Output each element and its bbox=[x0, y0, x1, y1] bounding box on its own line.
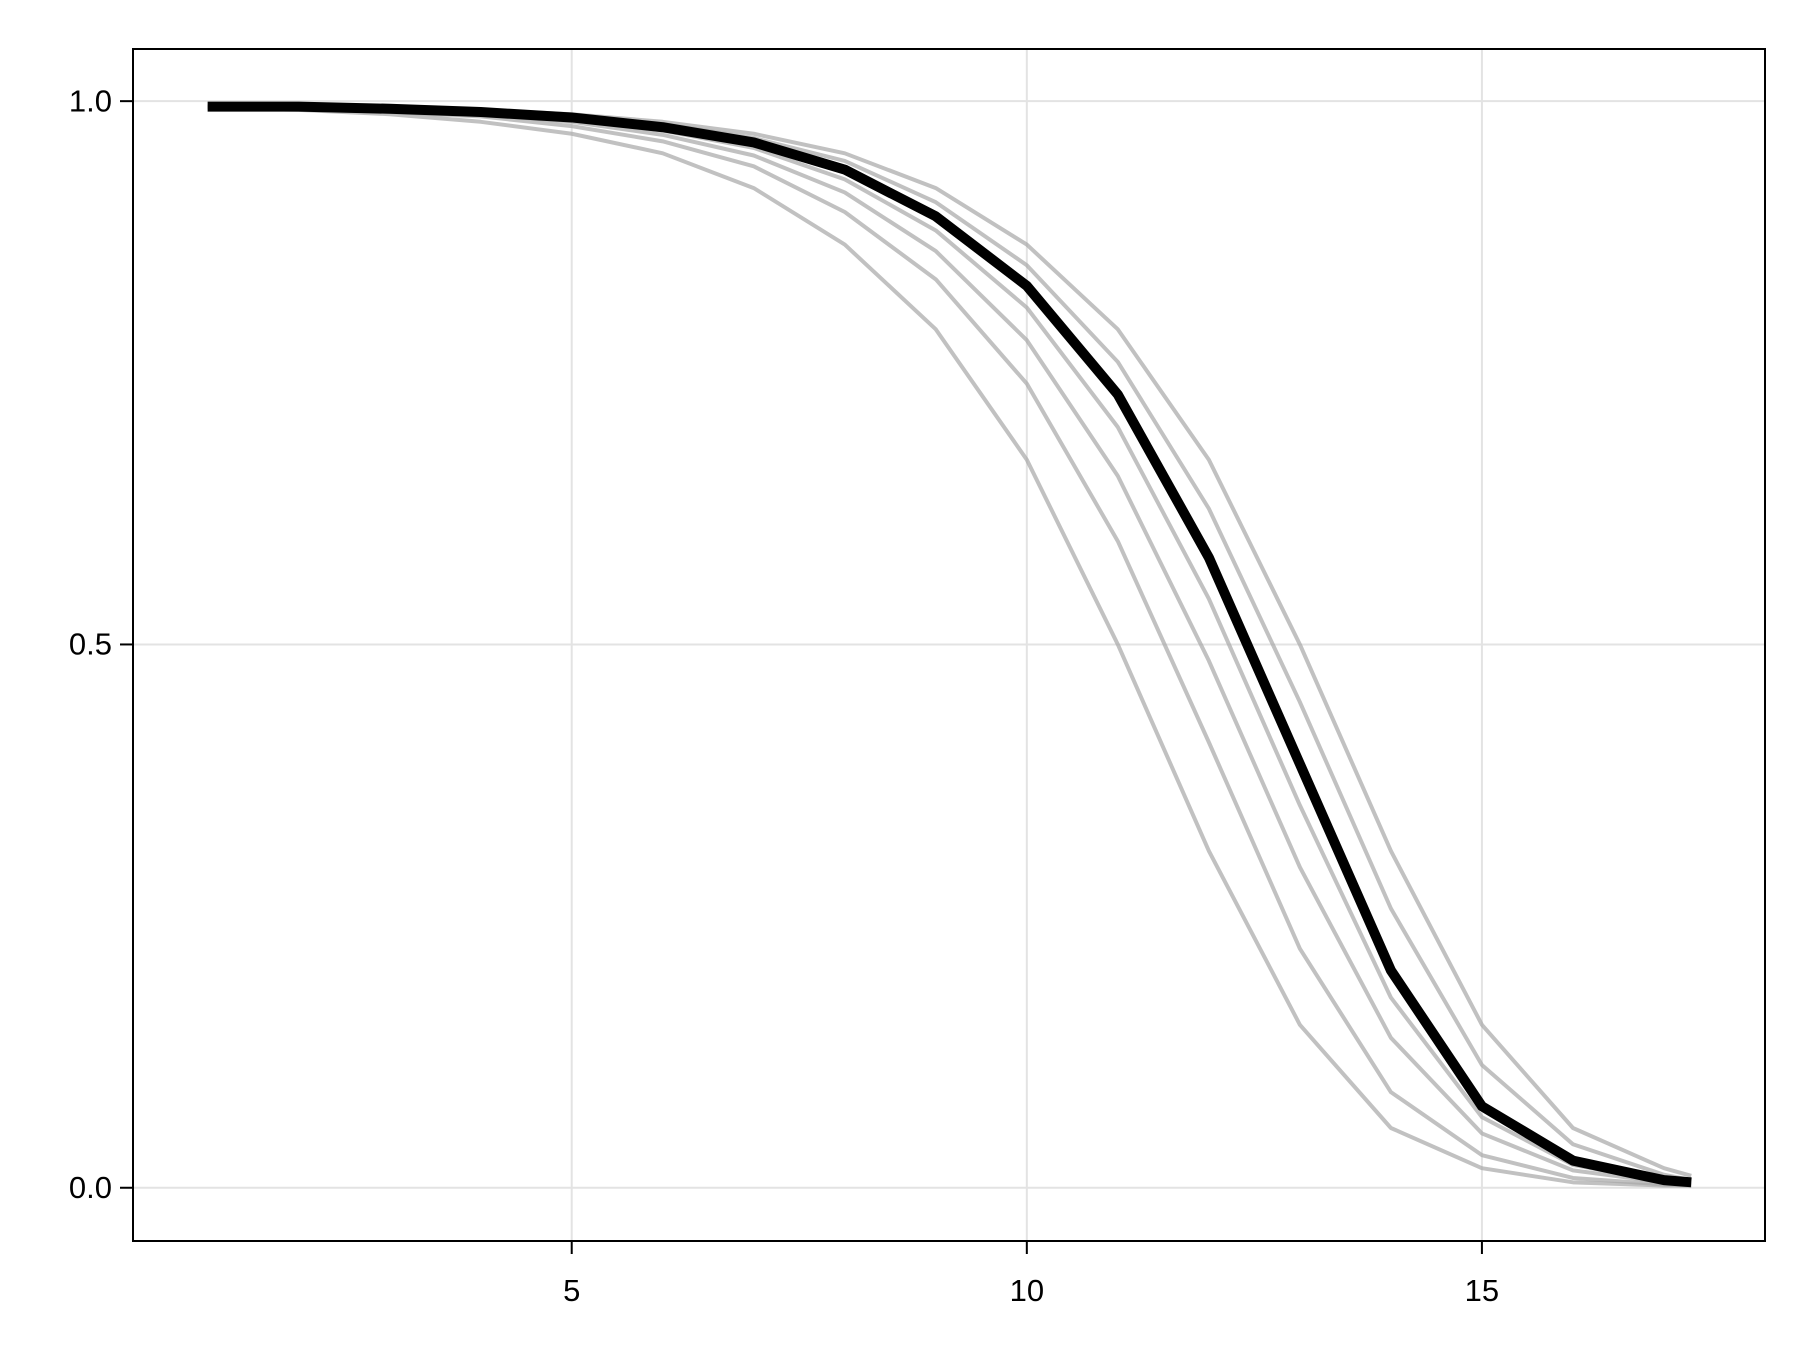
y-tick-label: 0.0 bbox=[69, 1170, 112, 1205]
x-tick-label: 15 bbox=[1465, 1273, 1499, 1308]
y-tick-label: 0.5 bbox=[69, 627, 112, 662]
x-tick-label: 10 bbox=[1010, 1273, 1044, 1308]
axes: 5 10 15 0.0 0.5 1.0 bbox=[69, 83, 1499, 1308]
grid bbox=[133, 49, 1765, 1241]
sample-line bbox=[207, 105, 1692, 1188]
x-tick-label: 5 bbox=[563, 1273, 580, 1308]
y-tick-label: 1.0 bbox=[69, 83, 112, 118]
main-line bbox=[207, 101, 1692, 1188]
lines bbox=[207, 101, 1692, 1188]
